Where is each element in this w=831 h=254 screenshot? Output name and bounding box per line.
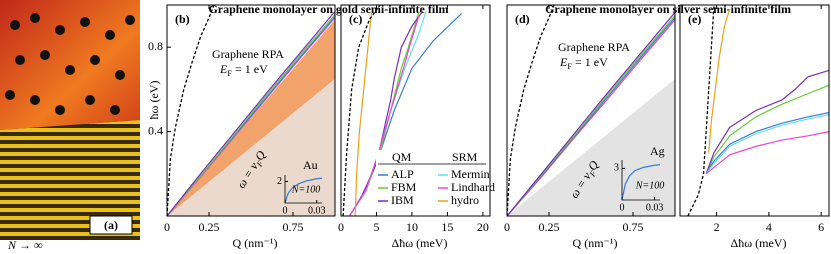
panel-label: (a) [104,218,118,232]
series-line [687,5,715,216]
panel-label: (c) [349,12,362,26]
plot-frame [506,4,676,217]
inset-x-tick-label: 0.03 [308,205,326,216]
x-tick-label: 0.75 [283,220,304,234]
plot-area [167,5,335,216]
series-line [167,10,335,216]
subscript: F [567,62,572,71]
x-tick-label: 0.25 [199,220,220,234]
inset-x-tick-label: 0 [620,202,625,213]
inset-x-tick-label: 0 [283,205,288,216]
series-line [342,5,381,216]
x-tick-label: 6 [818,220,824,234]
inset-label: Ag [650,144,665,158]
x-tick-label: 2 [714,220,720,234]
series-line [348,10,424,216]
series-line [349,15,420,216]
x-tick-label: 15 [441,220,453,234]
x-tick-label: 20 [477,220,489,234]
x-tick-label: 4 [766,220,772,234]
x-axis-label: Δħω (meV) [731,236,787,250]
legend-label: Lindhard [451,180,495,194]
x-tick-label: 10 [406,220,418,234]
legend-label: ALP [391,167,414,181]
x-axis-label: Δħω (meV) [392,236,448,250]
legend-label: IBM [391,193,414,207]
legend-box [376,150,488,204]
x-tick-label: 0 [504,220,510,234]
inset-y-tick-label: 2 [277,176,282,187]
annotation: Graphene RPA [212,47,284,61]
panel-label: (b) [175,12,190,26]
symbol: E [559,55,568,69]
series-line [705,69,829,175]
x-tick-label: 0 [338,220,344,234]
plot-frame [340,4,491,217]
subscript: F [588,169,599,180]
continuum-region [507,78,675,216]
x-tick-label: 0 [164,220,170,234]
inset-y-tick-label: 3 [614,163,619,174]
annotation: EF = 1 eV [559,55,608,72]
symbol: E [219,62,228,76]
series-line [708,9,731,153]
legend-label: Mermin [451,167,490,181]
inset-size: N=100 [635,180,664,191]
series-line [621,164,661,201]
annotation: EF = 1 eV [219,62,268,79]
subscript: F [227,69,232,78]
plot-frame [166,4,336,217]
series-line [705,131,829,175]
series-line [167,14,335,216]
legend-label: hydro [451,193,479,207]
x-tick-label: 5 [373,220,379,234]
inset-size: N=100 [291,184,320,195]
plot-area [687,5,829,216]
plot-area [342,5,463,216]
text: = 1 eV [232,62,268,76]
series-line [705,114,829,175]
series-line [507,12,675,216]
series-line [354,11,373,216]
series-line [705,84,829,175]
panel-label: (e) [688,12,701,26]
y-tick-label: 0.4 [148,123,163,137]
x-tick-label: 0.75 [623,220,644,234]
illustration [0,0,140,240]
series-line [507,5,555,216]
y-tick-label: 0.8 [148,39,163,53]
x-axis-label: Q (nm⁻¹) [573,236,618,250]
y-axis-label: ħω (eV) [147,81,161,120]
series-line [705,112,829,175]
chart-title: Graphene monolayer on silver semi-infini… [545,2,791,16]
plot-frame [679,4,830,217]
series-line [284,177,323,204]
caption: N → ∞ [7,238,43,252]
x-tick-label: 0.25 [539,220,560,234]
continuum-region [167,78,335,216]
annotation: Graphene RPA [558,40,630,54]
inset-x-tick-label: 0.03 [646,202,664,213]
chart-title: Graphene monolayer on gold semi-infinite… [208,2,448,16]
legend-header: SRM [452,150,478,164]
text: = 1 eV [572,55,608,69]
series-line [167,5,215,216]
plot-area [507,5,675,216]
legend-header: QM [392,150,412,164]
panel-label: (d) [515,12,530,26]
x-axis-label: Q (nm⁻¹) [233,236,278,250]
inset-label: Au [303,158,318,172]
subscript: F [255,159,266,170]
legend-label: FBM [391,180,417,194]
